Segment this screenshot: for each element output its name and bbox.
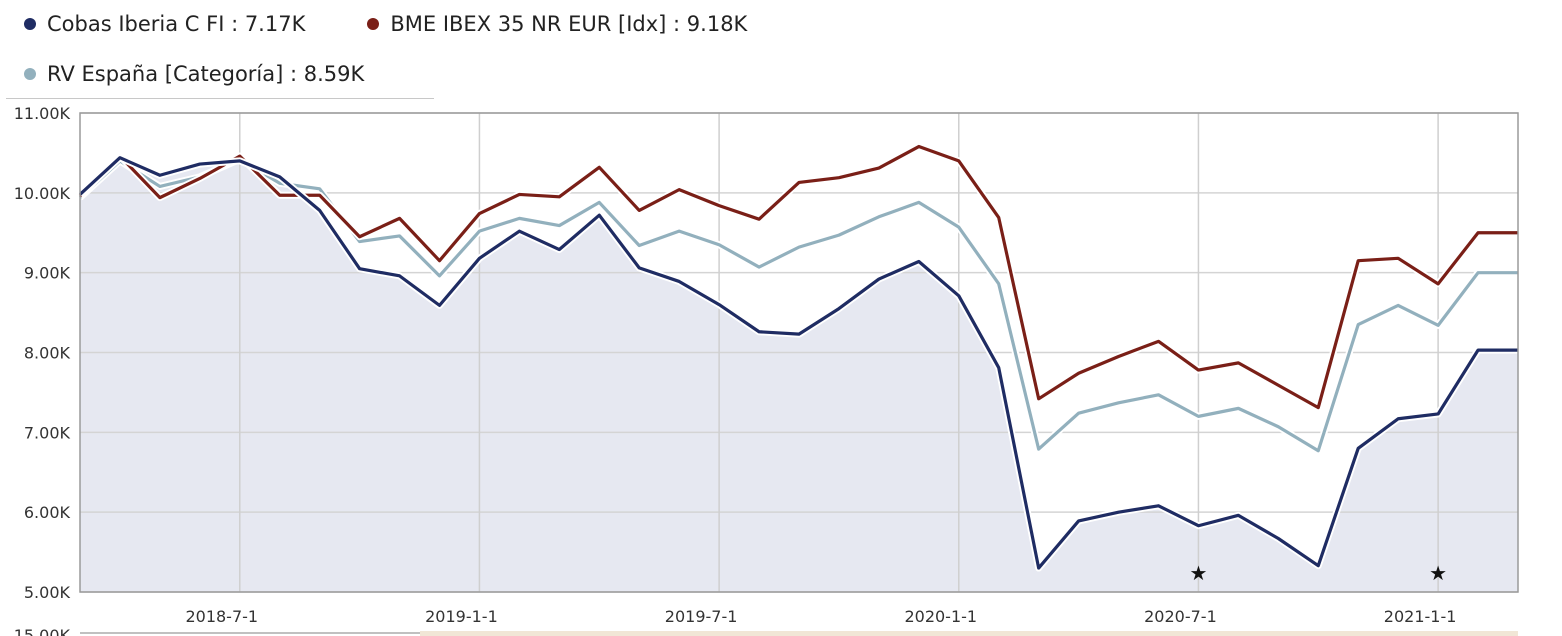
y-tick-label: 6.00K bbox=[24, 503, 71, 522]
legend-row-1: Cobas Iberia C FI : 7.17K BME IBEX 35 NR… bbox=[24, 12, 809, 36]
y-tick-label: 5.00K bbox=[24, 583, 71, 602]
legend-item-cobas[interactable]: Cobas Iberia C FI : 7.17K bbox=[24, 12, 305, 36]
legend-item-rv[interactable]: RV España [Categoría] : 8.59K bbox=[24, 62, 364, 86]
legend-dot-ibex bbox=[367, 18, 380, 30]
y-tick-label: 8.00K bbox=[24, 344, 71, 363]
x-tick-label: 2021-1-1 bbox=[1384, 607, 1457, 626]
x-tick-label: 2020-1-1 bbox=[904, 607, 977, 626]
next-panel-highlight bbox=[420, 631, 1518, 636]
legend-row-2: RV España [Categoría] : 8.59K bbox=[24, 62, 426, 86]
series-line-cobas bbox=[78, 156, 1518, 570]
y-tick-label: 7.00K bbox=[24, 423, 71, 442]
legend-label-rv: RV España [Categoría] : 8.59K bbox=[47, 62, 365, 86]
x-tick-label: 2019-1-1 bbox=[425, 607, 498, 626]
x-tick-label: 2019-7-1 bbox=[665, 607, 738, 626]
x-tick-label: 2020-7-1 bbox=[1144, 607, 1217, 626]
plot-frame bbox=[79, 112, 1519, 593]
legend-divider bbox=[6, 98, 434, 99]
star-marker: ★ bbox=[1189, 561, 1207, 585]
x-tick-label: 2018-7-1 bbox=[185, 607, 258, 626]
legend-label-cobas: Cobas Iberia C FI : 7.17K bbox=[47, 12, 306, 36]
legend-dot-cobas bbox=[24, 18, 36, 30]
y-tick-label: 11.00K bbox=[14, 104, 71, 123]
series-line-rv bbox=[78, 157, 1518, 453]
legend-label-ibex: BME IBEX 35 NR EUR [Idx] : 9.18K bbox=[390, 12, 748, 36]
y-tick-label: 10.00K bbox=[14, 184, 71, 203]
star-marker: ★ bbox=[1429, 561, 1447, 585]
next-panel-tick-label: 15.00K bbox=[14, 626, 71, 636]
legend-dot-rv bbox=[24, 68, 36, 80]
area-fill-cobas bbox=[80, 157, 1518, 592]
legend-item-ibex[interactable]: BME IBEX 35 NR EUR [Idx] : 9.18K bbox=[367, 12, 747, 36]
y-tick-label: 9.00K bbox=[24, 264, 71, 283]
series-line-bme bbox=[78, 144, 1518, 410]
